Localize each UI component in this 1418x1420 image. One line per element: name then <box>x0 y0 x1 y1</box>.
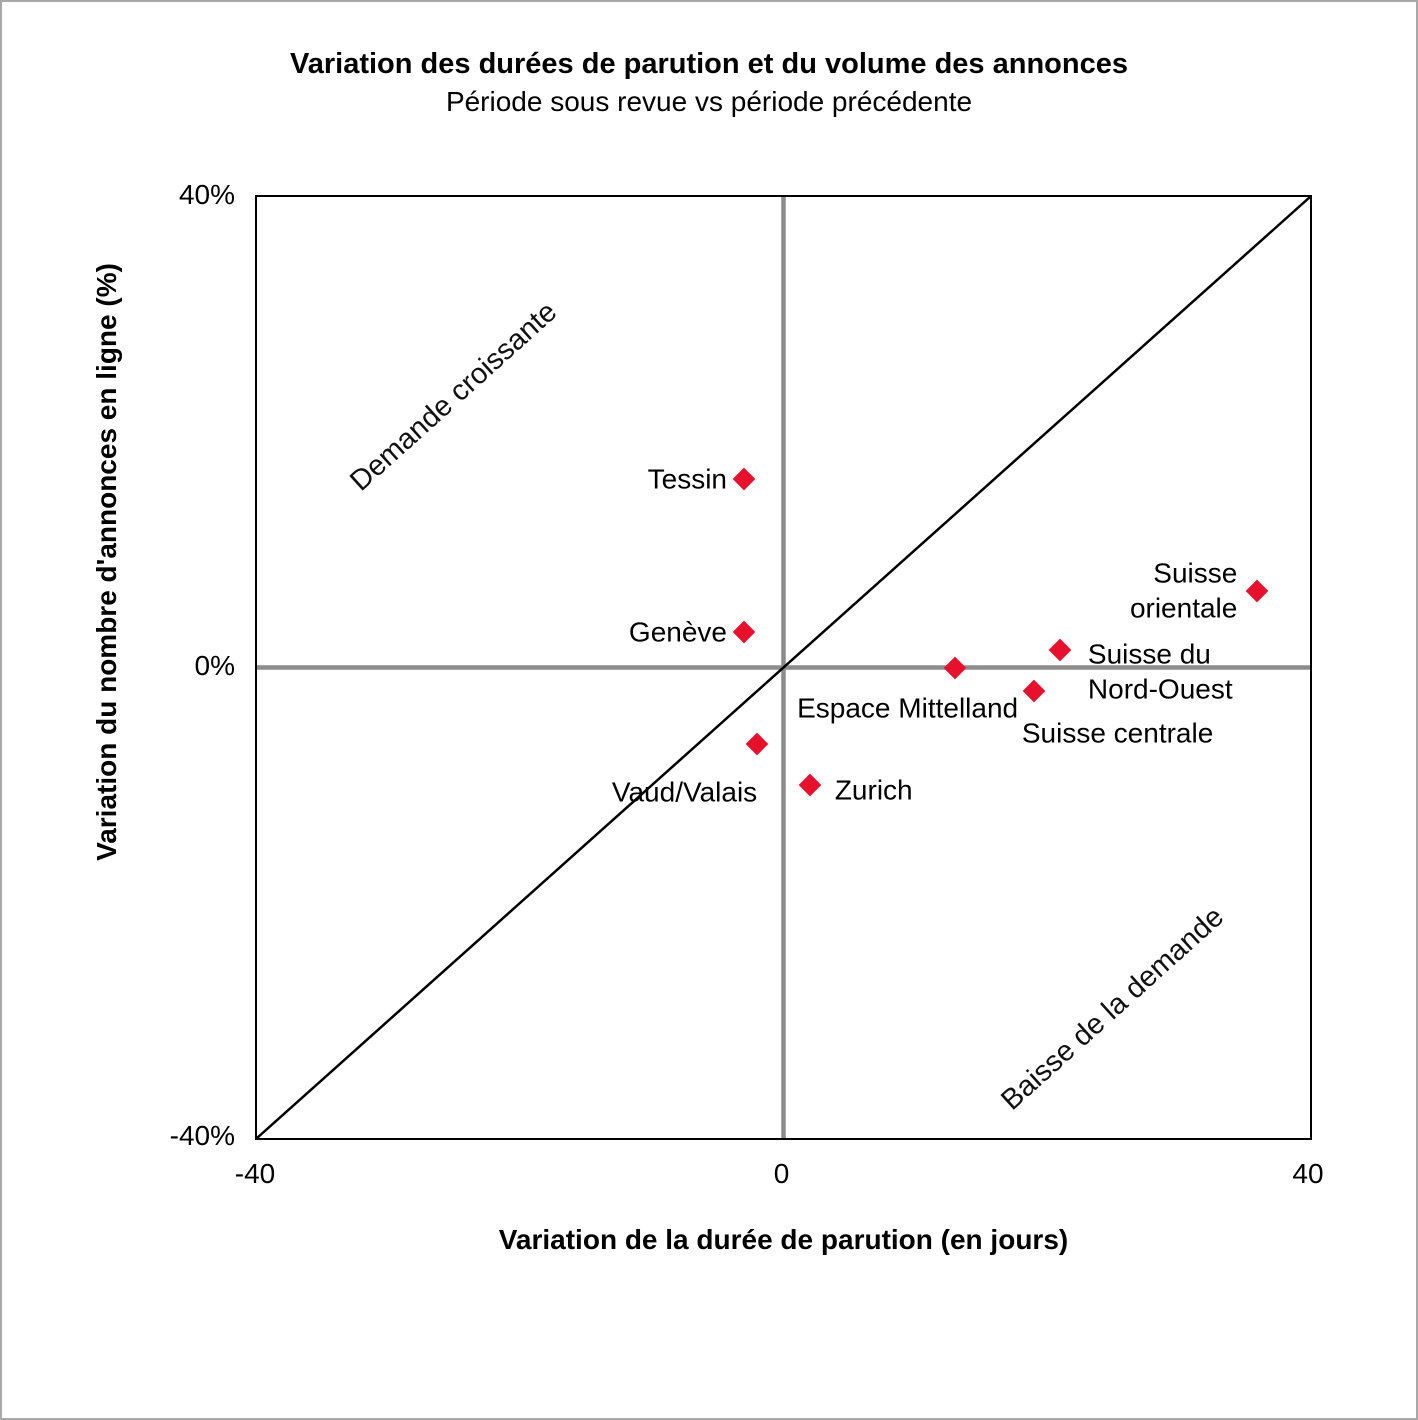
data-point-label: Suisse orientale <box>1129 557 1238 625</box>
data-point-label: Vaud/Valais <box>611 776 758 808</box>
x-tick-label: 40 <box>1292 1158 1324 1189</box>
data-point-label: Espace Mittelland <box>797 691 1019 723</box>
plot-lines <box>257 197 1310 1138</box>
y-tick-label: -40% <box>169 1120 235 1151</box>
y-tick-label: 40% <box>178 179 235 210</box>
data-point-label: Suisse centrale <box>1021 717 1214 749</box>
plot-area: Demande croissante Baisse de la demande Te… <box>255 195 1312 1140</box>
data-point-label: Zurich <box>834 774 913 806</box>
x-axis-title: Variation de la durée de parution (en jo… <box>498 1224 1069 1255</box>
y-tick-label: 0% <box>194 649 235 681</box>
data-point-label: Suisse du Nord-Ouest <box>1087 638 1233 705</box>
x-tick-label: -40 <box>234 1158 276 1189</box>
diagonal-line <box>257 197 1310 1138</box>
chart-title: Variation des durées de parution et du v… <box>290 48 1128 80</box>
chart-subtitle: Période sous revue vs période précédente <box>445 86 973 117</box>
x-tick-label: 0 <box>773 1158 790 1189</box>
data-point-label: Genève <box>628 616 727 648</box>
data-point-label: Tessin <box>647 463 727 495</box>
y-axis-title: Variation du nombre d'annonces en ligne … <box>91 263 122 861</box>
